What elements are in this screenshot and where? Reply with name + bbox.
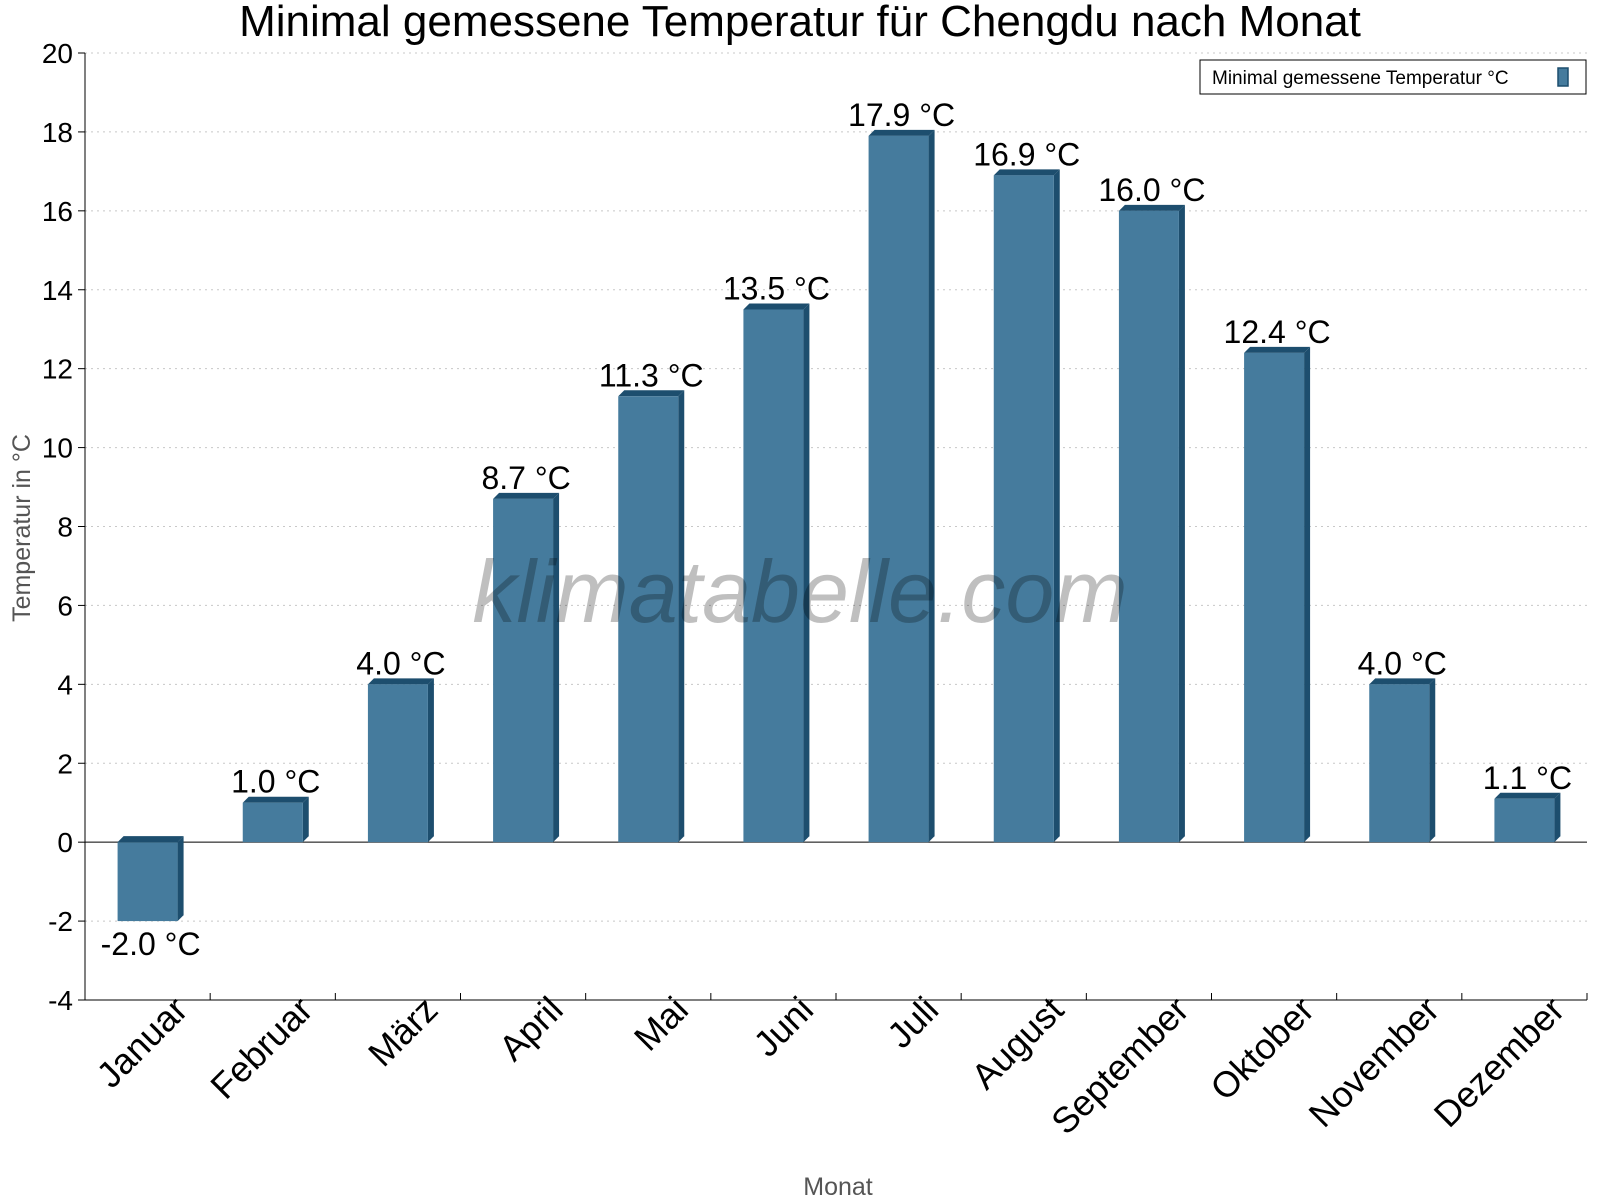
- x-category-label: September: [1043, 989, 1197, 1143]
- bar-side: [1053, 169, 1060, 843]
- bar-top: [618, 390, 685, 397]
- bar-april: [493, 492, 560, 843]
- bar-front: [868, 135, 929, 843]
- bar-märz: [367, 678, 434, 843]
- bar-top: [1494, 792, 1561, 799]
- bar-september: [1118, 204, 1185, 843]
- y-tick-label: 12: [42, 354, 73, 385]
- x-category-label: November: [1300, 989, 1446, 1135]
- bar-front: [367, 684, 428, 843]
- bar-front: [743, 309, 804, 843]
- bar-top: [993, 169, 1060, 176]
- y-tick-label: 14: [42, 275, 73, 306]
- bar-front: [117, 842, 178, 922]
- y-tick-label: 4: [57, 669, 73, 700]
- value-label: 4.0 °C: [356, 645, 445, 681]
- value-label: 11.3 °C: [599, 357, 704, 393]
- bar-oktober: [1244, 346, 1311, 843]
- watermark: klimatabelle.com: [472, 542, 1127, 641]
- bar-front: [242, 802, 303, 843]
- bar-front: [1118, 210, 1179, 843]
- bar-top: [1118, 204, 1185, 211]
- bar-top: [1244, 346, 1311, 353]
- y-tick-labels: -4 -2 0 2 4 6 8 10 12 14 16 18 20: [42, 38, 73, 1016]
- x-category-label: April: [491, 989, 571, 1069]
- bar-side: [553, 492, 560, 843]
- x-category-label: August: [963, 989, 1071, 1097]
- bar-juni: [743, 303, 810, 843]
- axes: [78, 52, 1588, 1001]
- bar-side: [1429, 678, 1436, 843]
- x-category-label: Dezember: [1426, 989, 1572, 1135]
- y-tick-label: 16: [42, 196, 73, 227]
- value-label: 8.7 °C: [481, 460, 570, 496]
- bar-mai: [618, 390, 685, 843]
- bar-top: [493, 492, 560, 499]
- bar-side: [1178, 204, 1185, 843]
- bar-side: [678, 390, 685, 843]
- value-label: 1.0 °C: [231, 764, 320, 800]
- y-axis-title: Temperatur in °C: [8, 434, 36, 622]
- bar-side: [1554, 792, 1561, 843]
- bar-side: [177, 836, 184, 922]
- x-category-label: Februar: [202, 989, 320, 1107]
- bar-top: [367, 678, 434, 685]
- bar-side: [427, 678, 434, 843]
- bar-top: [743, 303, 810, 310]
- legend-swatch: [1557, 67, 1569, 87]
- y-tick-label: 20: [42, 38, 73, 69]
- bar-februar: [242, 796, 309, 843]
- x-category-label: Januar: [88, 989, 195, 1096]
- bar-november: [1369, 678, 1436, 843]
- bars: [117, 129, 1561, 922]
- bar-januar: [117, 836, 184, 922]
- y-tick-label: 8: [57, 512, 73, 543]
- value-label: -2.0 °C: [101, 926, 201, 962]
- x-category-label: Oktober: [1202, 989, 1322, 1109]
- bar-front: [993, 175, 1054, 843]
- legend-box: [1199, 59, 1587, 95]
- legend: Minimal gemessene Temperatur °C: [1199, 59, 1587, 95]
- value-label: 1.1 °C: [1483, 760, 1572, 796]
- y-tick-label: -2: [48, 906, 73, 937]
- y-tick-label: 10: [42, 433, 73, 464]
- bar-top: [117, 836, 184, 843]
- value-labels: -2.0 °C 1.0 °C 4.0 °C 8.7 °C 11.3 °C 13.5 °C 1…: [101, 97, 1572, 962]
- bar-side: [803, 303, 810, 843]
- grid-lines: [85, 52, 1587, 1001]
- bar-dezember: [1494, 792, 1561, 843]
- bar-top: [242, 796, 309, 803]
- bar-top: [868, 129, 935, 136]
- y-tick-label: 0: [57, 827, 73, 858]
- y-tick-label: -4: [48, 985, 73, 1016]
- value-label: 4.0 °C: [1358, 645, 1447, 681]
- value-label: 16.0 °C: [1098, 172, 1205, 208]
- bar-side: [302, 796, 309, 843]
- bar-juli: [868, 129, 935, 843]
- bar-front: [618, 396, 679, 843]
- legend-label: Minimal gemessene Temperatur °C: [1212, 68, 1509, 89]
- x-category-label: März: [360, 989, 446, 1075]
- y-tick-label: 6: [57, 590, 73, 621]
- x-category-label: Juli: [879, 989, 946, 1056]
- value-label: 17.9 °C: [848, 97, 955, 133]
- x-category-labels: Januar Februar März April Mai Juni Juli AugustS…: [88, 989, 1572, 1143]
- bar-front: [493, 498, 554, 843]
- bar-side: [928, 129, 935, 843]
- bar-august: [993, 169, 1060, 843]
- value-label: 16.9 °C: [973, 136, 1080, 172]
- bar-side: [1304, 346, 1311, 843]
- value-label: 13.5 °C: [723, 270, 830, 306]
- value-label: 12.4 °C: [1224, 314, 1331, 350]
- x-axis-title: Monat: [803, 1173, 873, 1200]
- bar-front: [1369, 684, 1430, 843]
- x-category-label: Mai: [626, 989, 696, 1059]
- bar-front: [1494, 798, 1555, 843]
- bar-front: [1244, 352, 1305, 843]
- bar-top: [1369, 678, 1436, 685]
- chart-title: Minimal gemessene Temperatur für Chengdu…: [239, 0, 1361, 46]
- y-tick-label: 18: [42, 117, 73, 148]
- y-tick-label: 2: [57, 748, 73, 779]
